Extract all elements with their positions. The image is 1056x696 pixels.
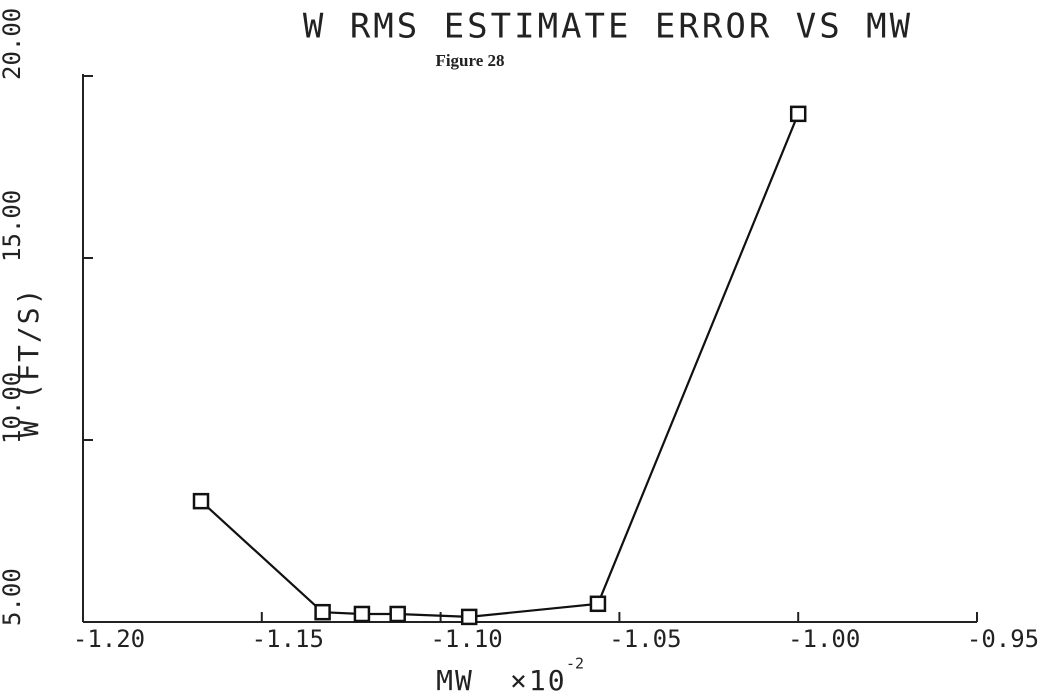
y-tick-label: 5.00	[0, 568, 26, 626]
data-line	[200, 113, 800, 619]
x-tick-label: -1.10	[430, 625, 502, 653]
x-tick-label: -0.95	[967, 625, 1039, 653]
data-point	[789, 105, 807, 123]
data-point	[353, 605, 371, 623]
x-tick-label: -1.00	[788, 625, 860, 653]
x-axis-label: MW	[436, 664, 474, 696]
data-point	[460, 608, 478, 626]
data-point	[314, 603, 331, 621]
y-tick-label: 20.00	[0, 8, 26, 80]
x-scale-label: ×10	[510, 664, 567, 696]
y-axis-label: W (FT/S)	[12, 287, 45, 438]
chart-subtitle: Figure 28	[435, 51, 504, 70]
data-point	[389, 605, 406, 623]
data-point	[192, 492, 210, 510]
y-tick-label: 15.00	[0, 190, 26, 262]
x-tick-label: -1.15	[252, 625, 324, 653]
x-scale-exponent: -2	[566, 655, 584, 673]
x-tick-label: -1.20	[73, 625, 145, 653]
data-point	[589, 595, 607, 613]
chart-title: W RMS ESTIMATE ERROR VS MW	[303, 7, 913, 47]
x-tick-label: -1.05	[609, 625, 681, 653]
y-tick-label: 10.00	[0, 372, 26, 444]
